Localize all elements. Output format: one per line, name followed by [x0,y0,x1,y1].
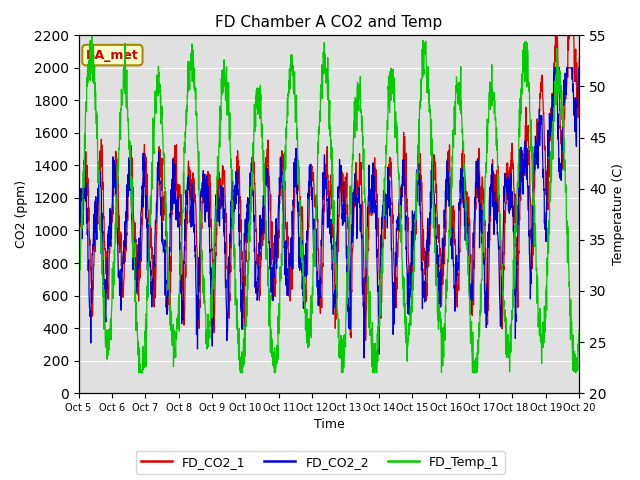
FD_Temp_1 [88,33,95,38]
Y-axis label: Temperature (C): Temperature (C) [612,163,625,265]
Line: FD_CO2_1: FD_CO2_1 [79,36,579,340]
FD_CO2_2 [318,218,326,224]
FD_CO2_2 [360,355,368,361]
FD_Temp_1 [575,326,583,332]
FD_CO2_1 [75,273,83,279]
FD_Temp_1 [135,370,143,375]
FD_CO2_2 [100,282,108,288]
FD_CO2_1 [575,56,583,62]
Title: FD Chamber A CO2 and Temp: FD Chamber A CO2 and Temp [215,15,442,30]
FD_Temp_1 [561,175,569,181]
FD_Temp_1 [561,157,569,163]
Line: FD_CO2_2: FD_CO2_2 [79,68,579,358]
Legend: FD_CO2_1, FD_CO2_2, FD_Temp_1: FD_CO2_1, FD_CO2_2, FD_Temp_1 [136,451,504,474]
FD_CO2_2 [561,70,569,76]
FD_CO2_1 [553,33,561,38]
Y-axis label: CO2 (ppm): CO2 (ppm) [15,180,28,248]
Line: FD_Temp_1: FD_Temp_1 [79,36,579,372]
FD_CO2_2 [75,229,83,235]
FD_CO2_1 [561,96,569,102]
FD_Temp_1 [319,96,326,101]
FD_CO2_2 [575,65,583,71]
FD_CO2_1 [561,94,569,100]
FD_CO2_1 [100,217,108,223]
X-axis label: Time: Time [314,419,344,432]
FD_Temp_1 [100,295,108,300]
FD_CO2_1 [362,337,369,343]
Text: BA_met: BA_met [86,48,139,61]
FD_CO2_2 [305,179,312,185]
FD_Temp_1 [75,279,83,285]
FD_CO2_2 [469,241,477,247]
FD_Temp_1 [305,343,313,348]
FD_CO2_1 [305,225,312,230]
FD_CO2_1 [318,288,326,293]
FD_Temp_1 [469,370,477,375]
FD_CO2_2 [551,65,559,71]
FD_CO2_2 [561,83,569,89]
FD_CO2_1 [469,282,477,288]
